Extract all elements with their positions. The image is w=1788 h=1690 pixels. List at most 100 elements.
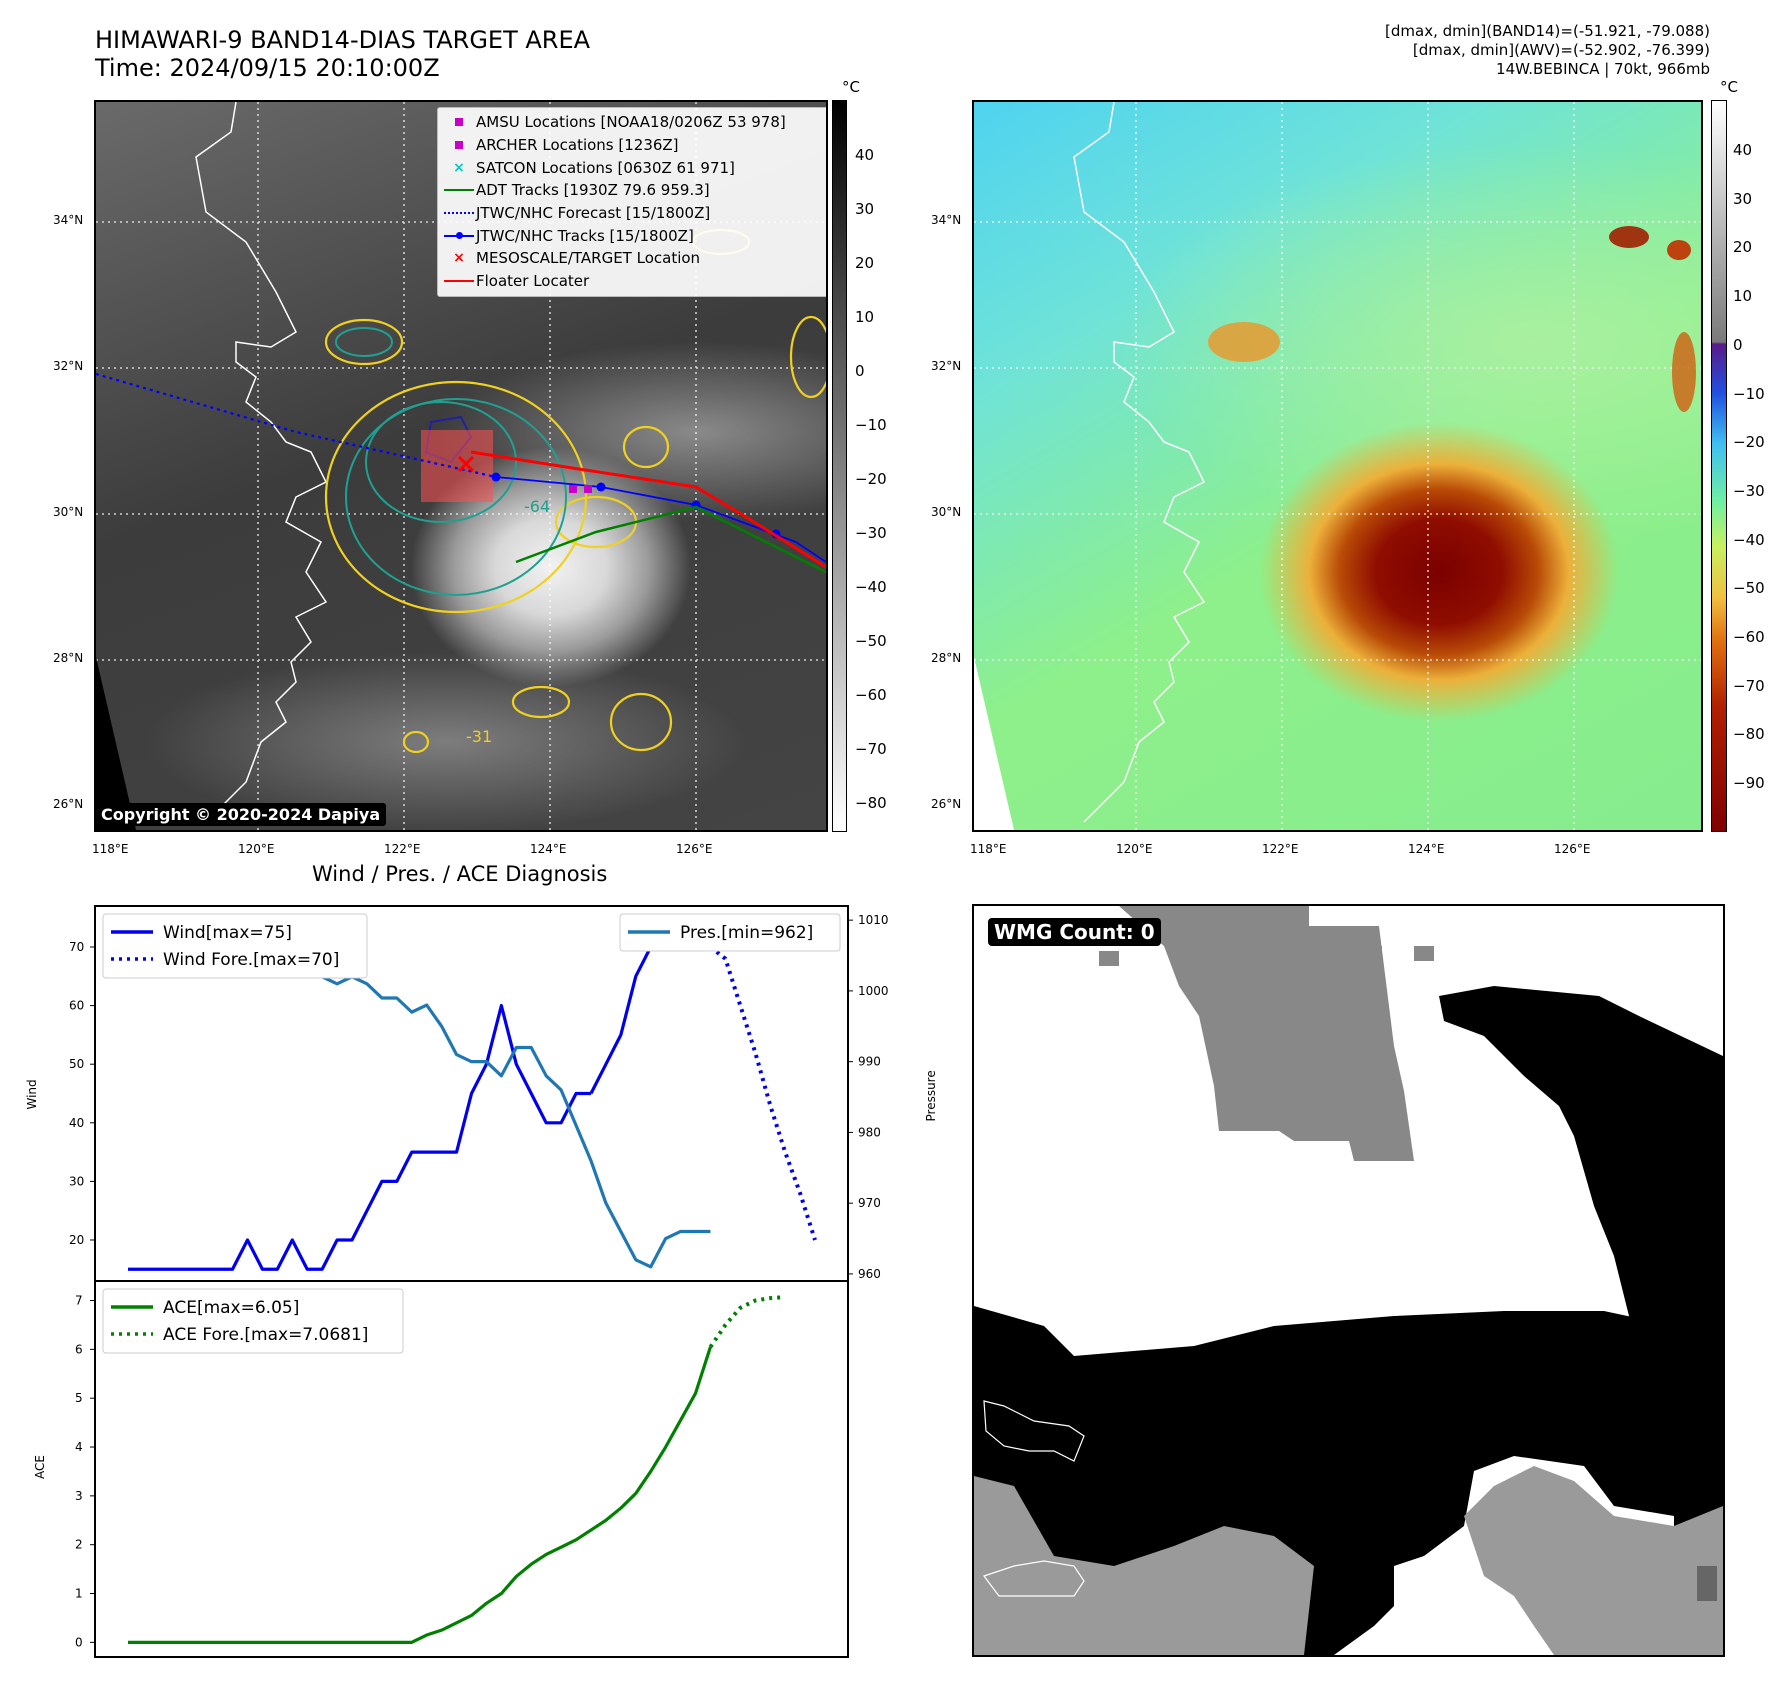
legend-label: Wind[max=75]	[163, 923, 292, 943]
ir-colorbar-tick: 0	[855, 362, 865, 380]
awv-colorbar	[1711, 100, 1727, 832]
ir-colorbar-tick: −40	[855, 578, 887, 596]
ace-tick-label: 0	[75, 1635, 83, 1649]
wmg-mask	[974, 906, 1723, 1655]
ir-colorbar-tick: 40	[855, 146, 875, 164]
lon-label: 124°E	[530, 842, 567, 856]
ir-map-overlay: -64 -31	[96, 102, 826, 830]
legend-item-jtwc-track: JTWC/NHC Tracks [15/1800Z]	[442, 224, 826, 247]
pressure-tick-label: 1000	[858, 984, 889, 998]
chart-legend-box	[619, 913, 841, 952]
legend-label: ACE Fore.[max=7.0681]	[163, 1325, 368, 1345]
legend-item-target: × MESOSCALE/TARGET Location	[453, 249, 701, 268]
adt-track-line	[515, 505, 826, 574]
pressure-tick-label: 970	[858, 1196, 881, 1210]
ir-colorbar-tick: −80	[855, 794, 887, 812]
amsu-marker	[584, 485, 592, 493]
line-icon	[444, 189, 474, 192]
coastline	[1073, 102, 1206, 823]
awv-colorbar-tick: −20	[1733, 433, 1765, 452]
series-line-wind-forecast	[709, 945, 817, 1241]
lat-label: 32°N	[931, 359, 962, 373]
coastline	[983, 1560, 1085, 1597]
awv-map-overlay	[974, 102, 1701, 830]
series-line-wind	[128, 1004, 591, 1271]
awv-colorbar-tick: 0	[1733, 335, 1743, 354]
legend-label: ACE[max=6.05]	[163, 1298, 299, 1318]
ace-tick-label: 2	[75, 1538, 83, 1552]
lat-label: 30°N	[931, 505, 962, 519]
figure-title: HIMAWARI-9 BAND14-DIAS TARGET AREA Time:…	[95, 26, 590, 82]
square-icon	[455, 118, 463, 127]
awv-colorbar-tick: −40	[1733, 530, 1765, 549]
x-icon: ×	[453, 250, 465, 267]
dotted-line-icon	[444, 212, 474, 215]
ir-colorbar-tick: −60	[855, 686, 887, 704]
lat-label: 34°N	[53, 213, 84, 227]
ir-colorbar-tick: −70	[855, 740, 887, 758]
coastline	[983, 1400, 1085, 1462]
wind-tick-label: 50	[69, 1057, 84, 1071]
awv-colorbar-tick: −80	[1733, 725, 1765, 744]
lat-label: 30°N	[53, 505, 84, 519]
pressure-tick-label: 960	[858, 1267, 881, 1281]
pressure-tick-label: 990	[858, 1055, 881, 1069]
ace-tick-label: 4	[75, 1440, 83, 1454]
lon-label: 118°E	[92, 842, 129, 856]
ir-colorbar-tick: −30	[855, 524, 887, 542]
line-icon	[444, 280, 474, 283]
lat-label: 28°N	[53, 651, 84, 665]
ir-colorbar-tick: 30	[855, 200, 875, 218]
wmg-count-badge: WMG Count: 0	[988, 918, 1161, 946]
series-line-ace-forecast	[708, 1295, 786, 1349]
awv-colorbar-tick: −10	[1733, 384, 1765, 403]
legend-item-floater: Floater Locater	[442, 270, 826, 293]
legend-item-archer: ARCHER Locations [1236Z]	[442, 134, 826, 157]
lon-label: 118°E	[970, 842, 1007, 856]
ace-tick-label: 7	[75, 1294, 83, 1308]
awv-colorbar-tick: −90	[1733, 774, 1765, 793]
ace-axes-frame	[94, 1280, 849, 1658]
ace-tick-label: 5	[75, 1391, 83, 1405]
stats-awv: [dmax, dmin](AWV)=(-52.902, -76.399)	[1412, 41, 1710, 59]
awv-colorbar-tick: 40	[1733, 141, 1753, 159]
ir-colorbar-tick: −10	[855, 416, 887, 434]
awv-colorbar-tick: −30	[1733, 481, 1765, 500]
coastline	[195, 102, 328, 823]
contour-label-64: -64	[524, 497, 550, 516]
square-icon	[455, 141, 463, 150]
jtwc-track-point	[491, 472, 501, 482]
lon-label: 120°E	[1116, 842, 1153, 856]
ir-colorbar-unit: °C	[842, 78, 860, 96]
ace-tick-label: 6	[75, 1342, 83, 1356]
pressure-tick-label: 980	[858, 1125, 881, 1139]
lon-label: 126°E	[1554, 842, 1591, 856]
pressure-axis-label: Pressure	[924, 1070, 938, 1121]
lon-label: 122°E	[384, 842, 421, 856]
legend-item-jtwc-forecast: JTWC/NHC Forecast [15/1800Z]	[442, 202, 826, 225]
ir-colorbar-tick: −20	[855, 470, 887, 488]
wind-tick-label: 30	[69, 1174, 84, 1188]
awv-colorbar-tick: 30	[1733, 189, 1753, 208]
wind-axis-label: Wind	[25, 1079, 39, 1109]
lat-label: 34°N	[931, 213, 962, 227]
archer-marker	[569, 485, 577, 493]
lon-label: 120°E	[238, 842, 275, 856]
ace-tick-label: 3	[75, 1489, 83, 1503]
floater-track	[470, 450, 826, 569]
wmg-panel: WMG Count: 0	[972, 904, 1725, 1657]
legend-label: Wind Fore.[max=70]	[163, 950, 339, 970]
x-icon: ×	[453, 159, 465, 176]
ir-colorbar-tick: 20	[855, 254, 875, 272]
lat-label: 26°N	[53, 797, 84, 811]
target-box	[421, 430, 493, 502]
jtwc-track-line	[495, 476, 826, 563]
legend-item-adt: ADT Tracks [1930Z 79.6 959.3]	[442, 179, 826, 202]
ir-map-panel: -64 -31 AMSU Locations [NOAA18/0206Z 53 …	[94, 100, 828, 832]
lat-label: 26°N	[931, 797, 962, 811]
legend-label: Pres.[min=962]	[680, 923, 813, 943]
stats-block: [dmax, dmin](BAND14)=(-51.921, -79.088) …	[1385, 22, 1710, 79]
ir-colorbar-tick: 10	[855, 308, 875, 326]
ace-axis-label: ACE	[33, 1455, 47, 1479]
lon-label: 124°E	[1408, 842, 1445, 856]
